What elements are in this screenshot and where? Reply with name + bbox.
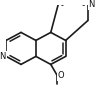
Text: O: O — [57, 71, 64, 80]
Text: N: N — [0, 52, 6, 61]
Text: N: N — [88, 0, 95, 9]
